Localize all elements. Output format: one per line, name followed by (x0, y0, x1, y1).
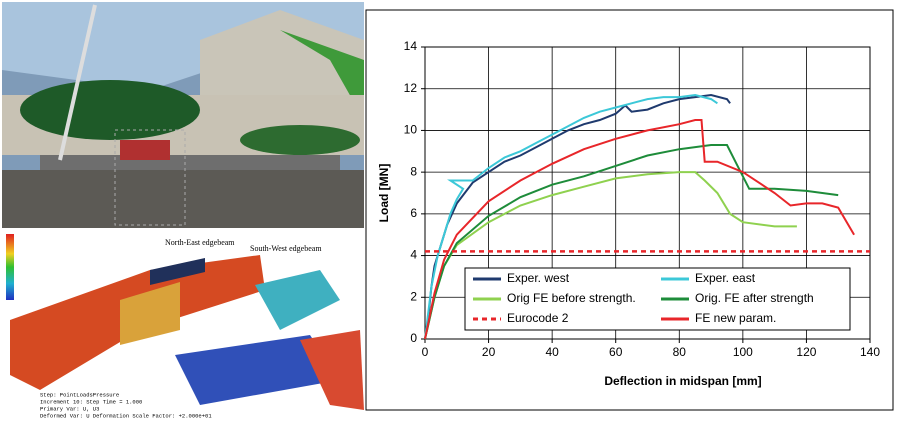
fe-info: Increment 10: Step Time = 1.000 (40, 398, 142, 405)
x-tick-label: 100 (733, 345, 753, 359)
legend-label: Orig FE before strength. (507, 291, 636, 305)
fe-info: Primary Var: U, U3 (40, 405, 99, 412)
x-tick-label: 20 (482, 345, 496, 359)
legend-label: Exper. west (507, 271, 570, 285)
x-tick-label: 0 (422, 345, 429, 359)
figure: North-East edgebeam South-West edgebeam … (0, 0, 901, 423)
y-tick-label: 6 (410, 206, 417, 220)
y-tick-label: 2 (410, 289, 417, 303)
y-tick-label: 0 (410, 331, 417, 345)
x-axis-label: Deflection in midspan [mm] (604, 374, 761, 388)
x-tick-label: 80 (673, 345, 687, 359)
legend-label: Orig. FE after strength (695, 291, 814, 305)
photo (2, 2, 364, 228)
x-tick-label: 60 (609, 345, 623, 359)
y-tick-label: 12 (404, 81, 418, 95)
y-tick-label: 4 (410, 248, 417, 262)
x-tick-label: 120 (796, 345, 816, 359)
y-axis-label: Load [MN] (377, 164, 391, 223)
y-tick-label: 14 (404, 39, 418, 53)
legend-label: Eurocode 2 (507, 311, 569, 325)
fe-info: Deformed Var: U Deformation Scale Factor… (40, 412, 212, 419)
fe-info: Step: PointLoadsPressure (40, 391, 119, 398)
legend-label: FE new param. (695, 311, 776, 325)
y-tick-label: 8 (410, 164, 417, 178)
fe-label: South-West edgebeam (250, 244, 322, 253)
fe-label: North-East edgebeam (165, 238, 235, 247)
legend-label: Exper. east (695, 271, 756, 285)
x-tick-label: 40 (545, 345, 559, 359)
x-tick-label: 140 (860, 345, 880, 359)
y-tick-label: 10 (404, 123, 418, 137)
